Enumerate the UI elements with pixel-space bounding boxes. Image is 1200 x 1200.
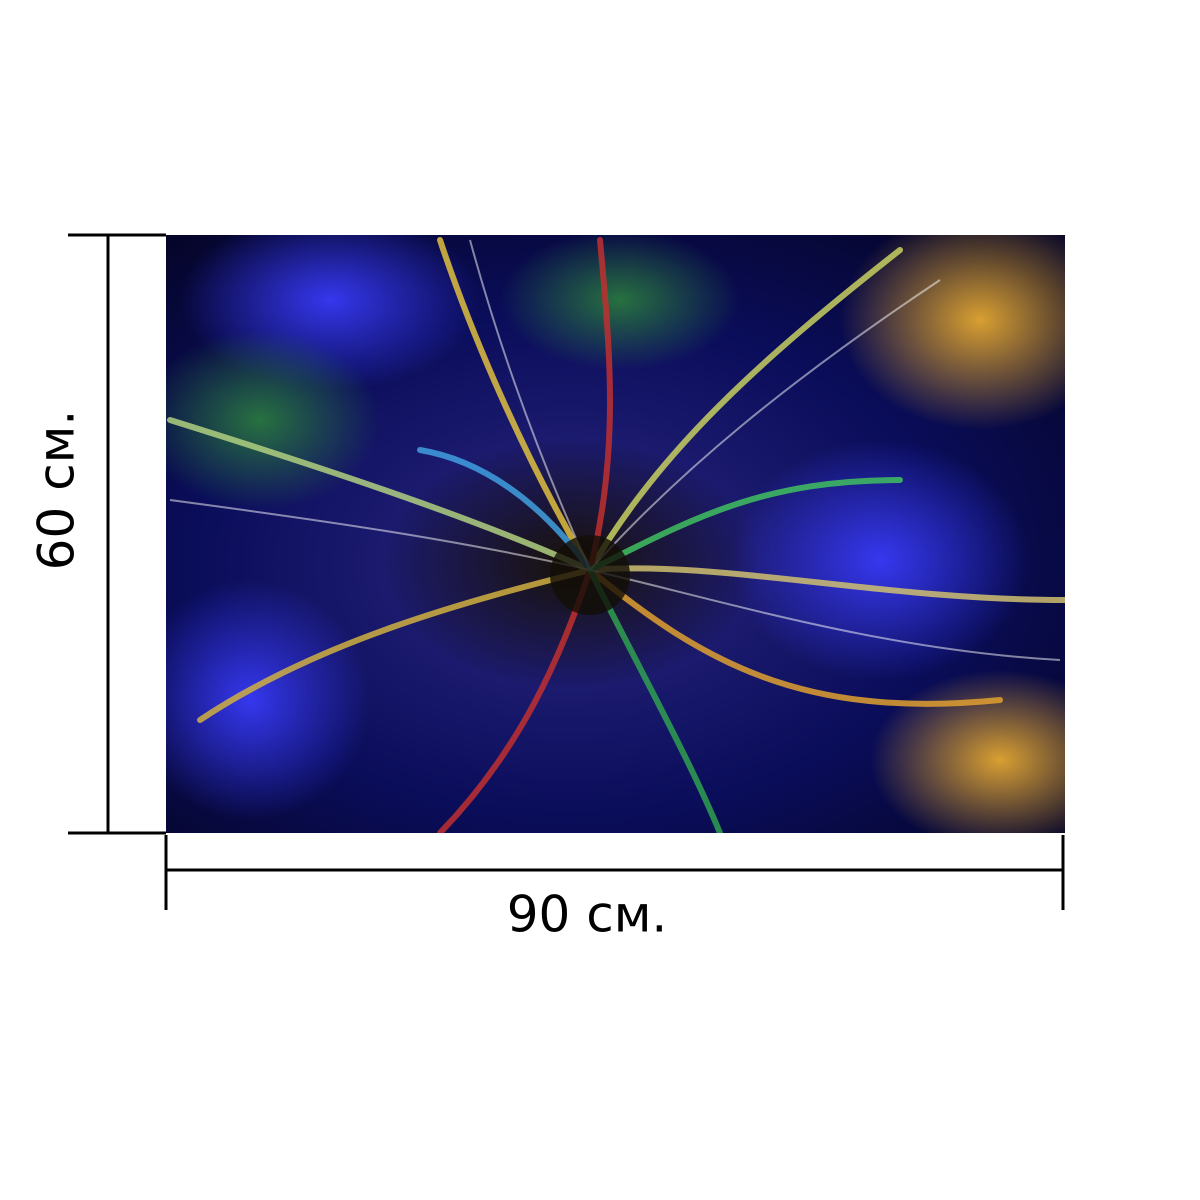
artwork — [166, 235, 1065, 833]
width-label: 90 см. — [507, 886, 668, 944]
height-label: 60 см. — [28, 410, 86, 571]
